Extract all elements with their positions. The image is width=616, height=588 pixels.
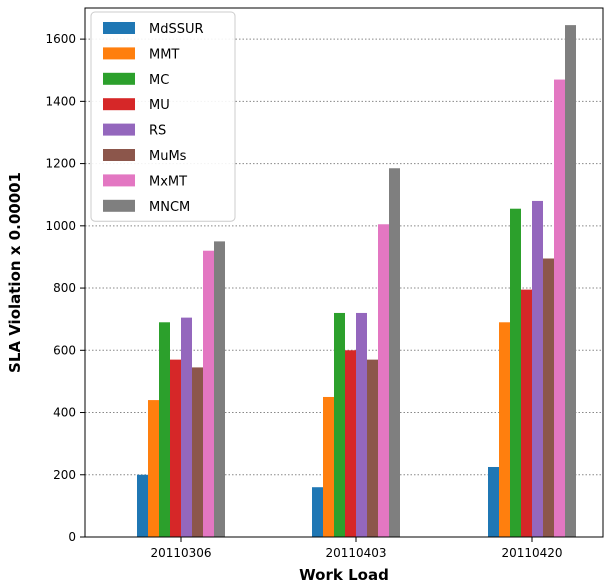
y-axis: 0 200 400 600 800 1000 1200 1400 1600 [45,32,85,544]
legend-label: MuMs [149,149,187,164]
y-tick-label: 200 [53,468,76,482]
legend-swatch [103,174,135,187]
bar-mc-20110403 [334,312,345,537]
plot-frame [84,7,604,538]
legend-swatch [103,98,135,111]
y-tick-label: 1400 [45,94,76,108]
bar-mdssur-20110306 [137,474,148,537]
bar-mxmt-20110403 [378,224,389,538]
x-tick-label: 20110306 [150,546,211,560]
legend-label: RS [149,124,166,139]
bar-mmt-20110306 [148,400,159,537]
x-tick-label: 20110403 [325,546,386,560]
y-tick-label: 400 [53,406,76,420]
bar-mu-20110306 [170,359,181,537]
legend-swatch [103,199,135,212]
legend-swatch [103,22,135,34]
y-tick-label: 1000 [45,219,76,233]
y-tick-label: 1600 [45,32,76,46]
legend-swatch [103,123,135,136]
bar-mncm-20110306 [214,241,225,537]
bar-mmt-20110420 [499,322,510,537]
bar-mu-20110420 [521,289,532,537]
bar-mums-20110403 [367,359,378,537]
bar-mc-20110306 [159,322,170,537]
bar-mmt-20110403 [323,396,334,537]
bar-mums-20110420 [543,258,554,537]
bar-mxmt-20110420 [554,79,565,537]
bar-mncm-20110403 [389,168,400,537]
bar-rs-20110306 [181,317,192,537]
y-tick-label: 0 [68,530,76,544]
bar-rs-20110403 [356,312,367,537]
legend: MdSSUR MMT MC MU RS MuMs MxMT MNCM [90,11,236,222]
legend-swatch [103,72,135,85]
bar-mu-20110403 [345,350,356,537]
y-tick-label: 1200 [45,157,76,171]
legend-box [90,11,236,222]
y-axis-title: SLA Violation x 0.00001 [6,172,24,373]
legend-label: MU [149,98,170,113]
legend-label: MC [149,73,169,88]
bar-mc-20110420 [510,208,521,538]
legend-label: MxMT [149,174,187,189]
bar-mxmt-20110306 [203,250,214,537]
bars [137,25,576,538]
bar-mdssur-20110403 [312,487,323,537]
x-axis: 20110306 20110403 20110420 [150,537,563,560]
legend-label: MNCM [149,200,190,215]
bar-mums-20110306 [192,367,203,537]
y-tick-label: 600 [53,343,76,357]
bar-mdssur-20110420 [488,466,499,537]
x-tick-label: 20110420 [501,546,562,560]
legend-label: MMT [149,47,179,62]
x-axis-title: Work Load [299,566,389,584]
legend-swatch [103,47,135,60]
bar-mncm-20110420 [565,25,576,537]
bar-rs-20110420 [532,200,543,537]
y-tick-label: 800 [53,281,76,295]
legend-label: MdSSUR [149,22,204,37]
legend-swatch [103,149,135,161]
